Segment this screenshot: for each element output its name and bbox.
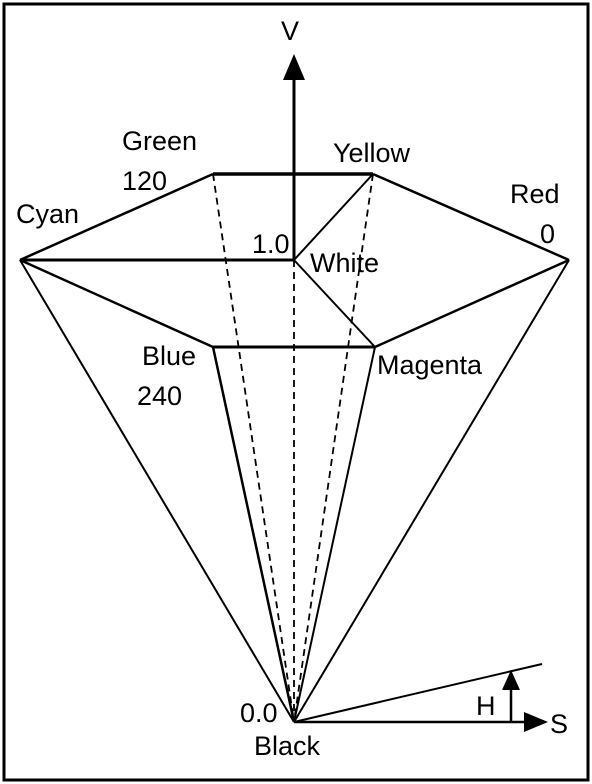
- s-axis-label: S: [550, 709, 568, 739]
- hue-ray-line: [293, 663, 543, 723]
- yellow-label: Yellow: [333, 138, 411, 168]
- h-arrowhead: [502, 670, 520, 690]
- hidden-yellow-black: [293, 173, 374, 723]
- black-value-label: 0.0: [240, 698, 278, 728]
- edge-cyan-green: [19, 172, 214, 262]
- magenta-label: Magenta: [377, 350, 483, 380]
- spoke-white-magenta: [293, 259, 376, 348]
- edge-red-magenta: [374, 258, 570, 349]
- white-value-label: 1.0: [252, 229, 290, 259]
- hidden-green-black: [212, 173, 295, 723]
- red-label: Red: [510, 179, 560, 209]
- inner-spokes: [20, 173, 376, 348]
- h-axis-label: H: [476, 691, 496, 721]
- v-axis-arrowhead: [283, 54, 305, 80]
- edge-blue-black: [211, 346, 296, 723]
- s-axis-arrowhead: [524, 712, 548, 732]
- edge-blue-cyan: [19, 258, 214, 349]
- edge-magenta-black: [293, 346, 376, 723]
- edge-cyan-black: [19, 259, 295, 723]
- black-label: Black: [254, 731, 321, 761]
- spoke-yellow-white: [293, 173, 374, 261]
- blue-label: Blue: [142, 341, 196, 371]
- v-axis-label: V: [281, 16, 299, 46]
- cyan-label: Cyan: [16, 199, 79, 229]
- cone-edges: [19, 259, 570, 723]
- green-label: Green: [122, 126, 197, 156]
- edge-yellow-red: [372, 172, 570, 262]
- white-label: White: [310, 248, 379, 278]
- red-hue-value: 0: [540, 219, 555, 249]
- h-indicator: [293, 663, 543, 723]
- edge-red-black: [293, 259, 570, 723]
- green-hue-value: 120: [122, 166, 167, 196]
- blue-hue-value: 240: [137, 381, 182, 411]
- v-axis: [283, 54, 305, 260]
- hidden-edges: [212, 173, 374, 723]
- s-axis: [294, 712, 548, 732]
